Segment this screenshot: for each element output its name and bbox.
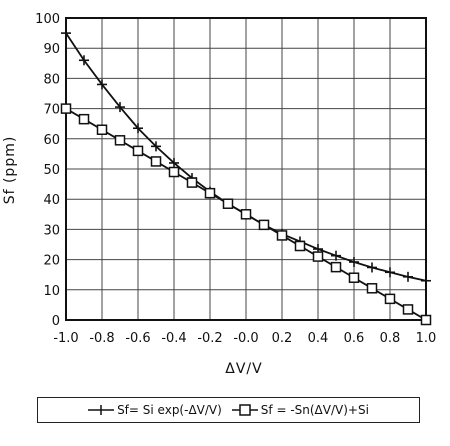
plus-marker (133, 123, 143, 134)
y-tick-labels: 0 10 20 30 40 50 60 70 80 90 100 (35, 12, 60, 329)
plot-frame (65, 17, 427, 321)
x-tick-label: 0.2 (272, 331, 293, 346)
y-tick-label: 20 (43, 254, 60, 269)
legend-item-exponential: Sf= Si exp(-ΔV/V) (88, 403, 222, 417)
square-marker (60, 103, 72, 114)
x-tick-label: -0.0 (233, 331, 258, 346)
plus-marker (349, 257, 359, 268)
legend: Sf= Si exp(-ΔV/V) Sf = -Sn(ΔV/V)+Si (37, 397, 420, 423)
x-tick-label: 0.8 (380, 331, 401, 346)
x-tick-label: 0.6 (344, 331, 365, 346)
y-tick-label: 0 (52, 314, 60, 329)
square-marker (366, 283, 378, 294)
square-marker (384, 293, 396, 305)
square-marker (186, 177, 198, 188)
x-tick-label: -1.0 (53, 331, 78, 346)
square-marker (96, 124, 108, 135)
plus-marker (79, 55, 89, 66)
square-marker (222, 198, 234, 209)
x-tick-label: 1.0 (416, 331, 437, 346)
plus-marker (403, 271, 413, 282)
square-marker (258, 219, 270, 231)
square-marker (240, 209, 252, 220)
plus-marker (385, 267, 395, 278)
square-marker (114, 135, 126, 146)
plus-marker (61, 28, 71, 39)
y-tick-label: 10 (43, 284, 60, 299)
square-marker (204, 187, 216, 199)
square-marker (78, 113, 90, 125)
plus-marker (421, 275, 431, 286)
y-tick-label: 30 (43, 223, 60, 238)
square-marker (420, 314, 432, 326)
grid (65, 17, 427, 321)
y-tick-label: 60 (43, 133, 60, 148)
plus-marker (97, 79, 107, 90)
x-tick-label: 0.4 (308, 331, 329, 346)
square-marker (312, 251, 324, 262)
plus-marker (367, 262, 377, 273)
x-tick-label: -0.2 (197, 331, 222, 346)
y-axis-label: Sf (ppm) (2, 136, 18, 205)
plus-marker (115, 102, 125, 113)
x-axis-label: ΔV/V (225, 361, 262, 377)
square-marker (132, 145, 144, 157)
plus-marker (151, 141, 161, 152)
y-tick-label: 100 (35, 12, 60, 27)
y-tick-label: 50 (43, 163, 60, 178)
legend-item-linear: Sf = -Sn(ΔV/V)+Si (231, 403, 369, 417)
square-marker (294, 240, 306, 252)
x-tick-label: -0.4 (161, 331, 186, 346)
plus-marker (169, 157, 179, 168)
x-tick-label: -0.8 (89, 331, 114, 346)
x-tick-labels: -1.0 -0.8 -0.6 -0.4 -0.2 -0.0 0.2 0.4 0.6 0.8 1.0 (53, 331, 436, 346)
square-marker (168, 166, 180, 178)
square-marker (150, 156, 162, 167)
y-tick-label: 90 (43, 42, 60, 57)
plus-marker-icon (88, 405, 115, 415)
square-marker (402, 304, 414, 315)
series-layer (60, 28, 432, 326)
square-marker (330, 261, 342, 273)
square-marker (348, 272, 360, 283)
y-tick-label: 40 (43, 193, 60, 208)
square-marker-icon (231, 404, 258, 416)
x-tick-label: -0.6 (125, 331, 150, 346)
y-tick-label: 80 (43, 72, 60, 87)
y-tick-label: 70 (43, 103, 60, 118)
legend-label-exponential: Sf= Si exp(-ΔV/V) (117, 403, 222, 417)
plus-marker (331, 250, 341, 261)
square-marker (276, 230, 288, 241)
legend-label-linear: Sf = -Sn(ΔV/V)+Si (260, 403, 369, 417)
